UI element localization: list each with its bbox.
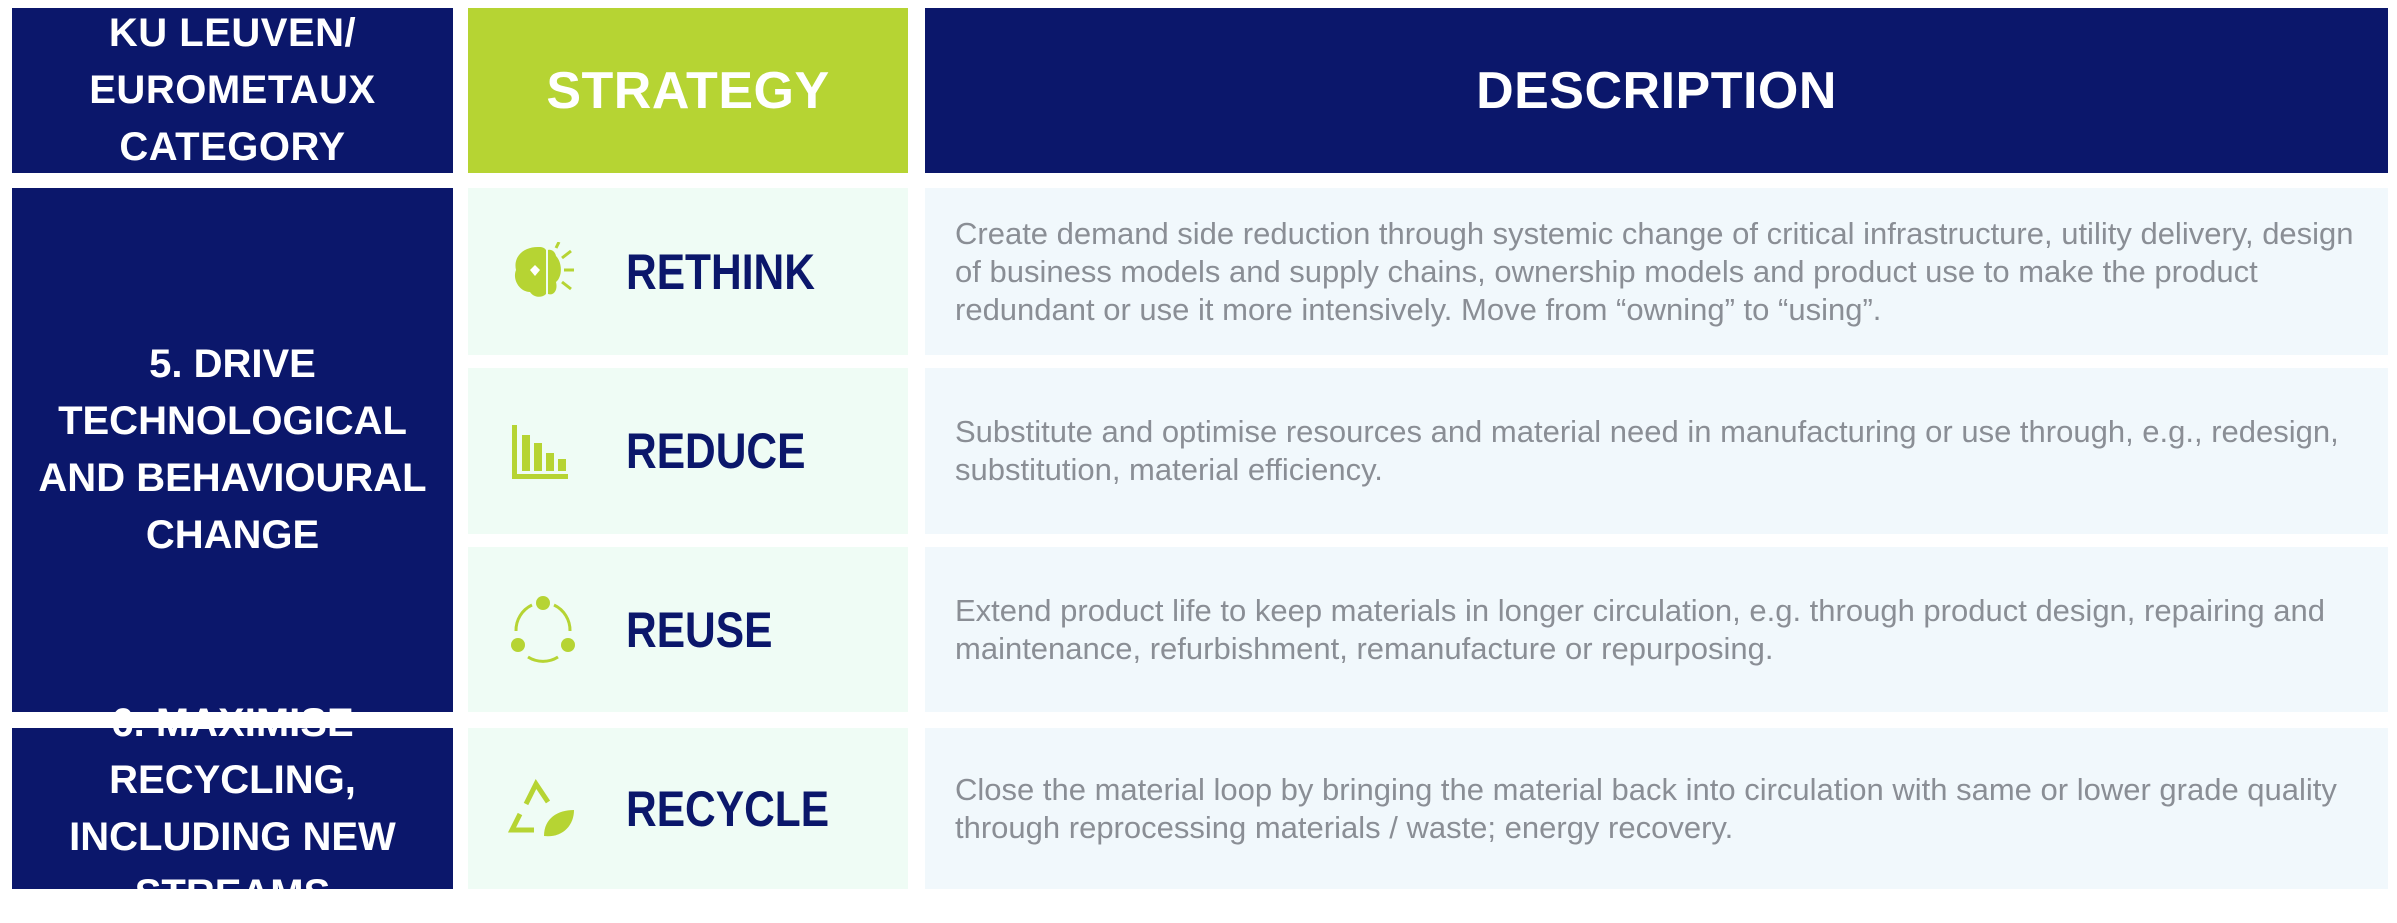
header-strategy: STRATEGY (468, 8, 908, 173)
icon-brain (514, 241, 574, 297)
strategy-name: REDUCE (626, 423, 806, 479)
strategy-name: RETHINK (626, 243, 815, 300)
strategy-cell: REDUCE (468, 368, 908, 534)
description: Extend product life to keep materials in… (925, 547, 2388, 712)
icon-reuse (511, 595, 575, 663)
description: Substitute and optimise resources and ma… (925, 368, 2388, 534)
category: 6. MAXIMISE RECYCLING, INCLUDING NEW STR… (12, 701, 453, 916)
header-category: KU LEUVEN/ EUROMETAUX CATEGORY (12, 8, 453, 173)
strategy-cell: REUSE (468, 547, 908, 712)
page: KU LEUVEN/ EUROMETAUX CATEGORY STRATEGY … (12, 8, 2388, 916)
icon-recycle (508, 778, 574, 836)
strategy-cell: RETHINK (468, 188, 908, 355)
icon-reduce (512, 425, 568, 479)
header-description: DESCRIPTION (925, 8, 2388, 173)
category: 5. DRIVE TECHNOLOGICAL AND BEHAVIOURAL C… (12, 188, 453, 712)
strategy-name: REUSE (626, 601, 773, 658)
strategy-name: RECYCLE (626, 780, 830, 837)
description: Create demand side reduction through sys… (925, 188, 2388, 355)
strategy-cell: RECYCLE (468, 728, 908, 889)
description: Close the material loop by bringing the … (925, 728, 2388, 889)
